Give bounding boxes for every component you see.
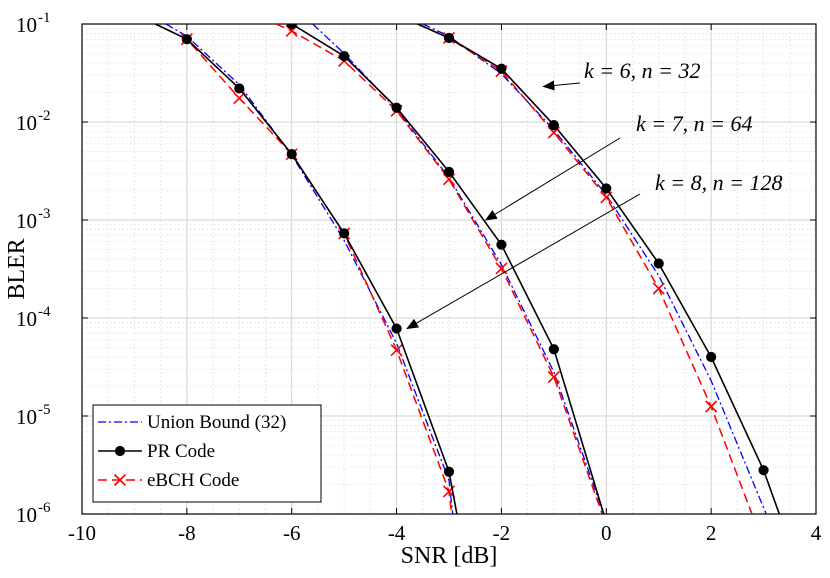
legend-marker (113, 473, 127, 487)
y-tick-label: 10 (16, 209, 37, 233)
y-tick-exponent: -4 (38, 304, 51, 320)
x-tick-label: 0 (601, 521, 612, 545)
y-tick-label: 10 (16, 405, 37, 429)
legend-label: eBCH Code (147, 470, 239, 491)
x-tick-label: -8 (178, 521, 196, 545)
data-point (496, 63, 507, 74)
annotation-arrow (542, 80, 581, 91)
data-point (547, 370, 560, 384)
annotation-layer: k = 6, n = 32 k = 7, n = 64 k = 8, n = 128 (406, 58, 782, 330)
x-tick-label: -4 (388, 521, 406, 545)
x-axis-title: SNR [dB] (401, 543, 498, 569)
data-point (181, 34, 192, 45)
y-tick-exponent: -1 (38, 10, 51, 26)
legend-item-pr: PR Code (98, 441, 215, 462)
plot-frame (81, 23, 817, 515)
y-tick-label: 10 (16, 111, 37, 135)
legend: Union Bound (32) PR Code eBCH Code (92, 404, 322, 503)
series-line (155, 24, 458, 514)
data-point (286, 24, 297, 30)
data-point (652, 282, 665, 295)
x-tick-label: 2 (706, 521, 717, 545)
series-line (275, 24, 603, 514)
data-point (758, 465, 769, 476)
legend-box (92, 404, 322, 503)
data-point (601, 183, 612, 194)
y-axis-title: BLER (4, 238, 30, 299)
series-layer (155, 24, 781, 514)
x-tick-label: -6 (283, 521, 301, 545)
annotation-label: k = 8, n = 128 (655, 170, 782, 195)
data-point (443, 32, 455, 44)
y-tick-label: 10 (16, 503, 37, 527)
data-point (391, 102, 402, 113)
data-point (390, 344, 403, 357)
data-point (548, 119, 559, 131)
data-point (391, 323, 402, 334)
series-union-k-8-n-128 (165, 24, 454, 514)
y-tick-exponent: -5 (38, 402, 51, 418)
series-pr-k-6-n-32 (417, 24, 781, 514)
x-tick-label: -10 (68, 521, 96, 545)
data-point (286, 149, 297, 160)
y-tick-exponent: -3 (38, 206, 51, 222)
y-tick-label: 10 (16, 307, 37, 331)
data-point (234, 83, 245, 94)
annotation-arrow (484, 137, 621, 221)
series-pr-k-7-n-64 (286, 24, 605, 514)
series-pr-k-8-n-128 (155, 24, 458, 514)
y-tick-label: 10 (16, 13, 37, 37)
x-tick-label: -2 (493, 521, 511, 545)
y-tick-exponent: -6 (38, 500, 51, 516)
annotation-label: k = 6, n = 32 (584, 58, 700, 83)
legend-item-union: Union Bound (32) (98, 412, 286, 433)
data-point (443, 166, 455, 177)
data-point (339, 51, 350, 62)
data-point (496, 239, 507, 250)
legend-label: Union Bound (32) (147, 412, 286, 433)
data-point (653, 258, 664, 269)
legend-item-ebch: eBCH Code (98, 470, 239, 491)
annotation-label: k = 7, n = 64 (636, 111, 752, 136)
y-tick-exponent: -2 (38, 108, 51, 124)
data-point (339, 228, 350, 239)
x-tick-label: 4 (811, 521, 822, 545)
data-point (443, 466, 455, 477)
data-point (548, 344, 559, 355)
annotation-arrow (406, 193, 641, 330)
axis-ticks: -10 -8 -6 -4 -2 0 2 410-610-510-410-310-210-1 (16, 10, 822, 545)
data-point (233, 92, 246, 105)
legend-label: PR Code (147, 441, 215, 462)
legend-marker (114, 445, 126, 457)
series-line (165, 24, 454, 514)
data-point (705, 400, 718, 413)
data-point (706, 351, 717, 363)
